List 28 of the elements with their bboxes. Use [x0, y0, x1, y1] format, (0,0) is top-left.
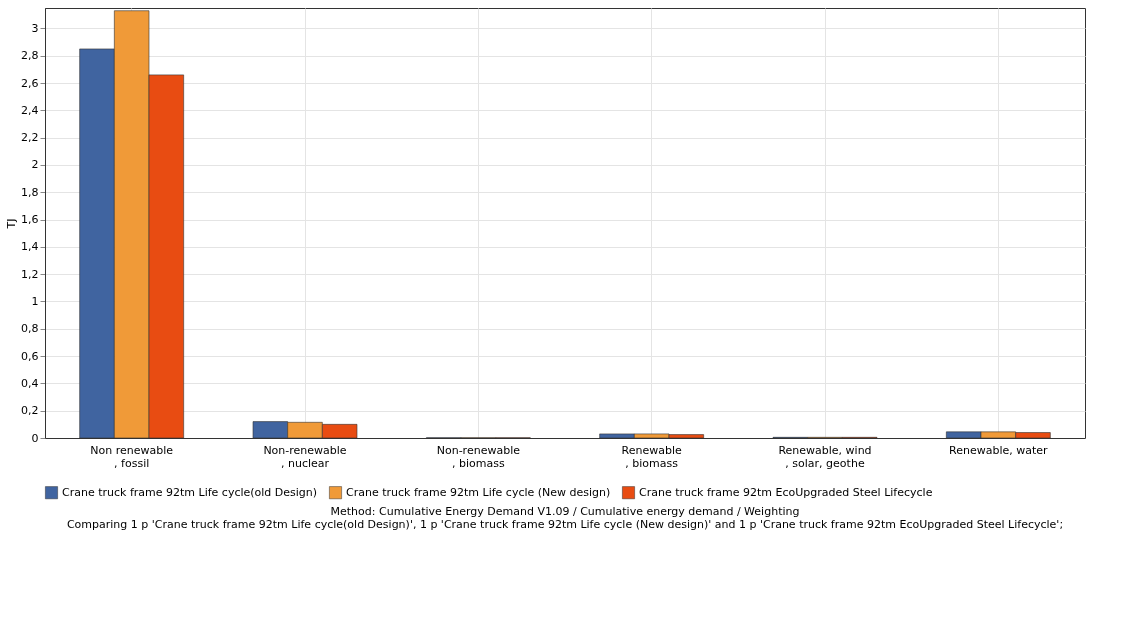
- text: Comparing 1 p 'Crane truck frame 92tm Life cycle(old Design)', 1 p 'Crane truck frame 92tm Life cycle (New design)' and 1 p 'Crane truck frame 92tm EcoUpgraded Steel Lifecycle';: [66, 518, 1064, 531]
- y-tick-label: 0: [31, 431, 39, 445]
- legend-label: Crane truck frame 92tm Life cycle(old Design): [62, 485, 318, 499]
- x-tick-label: Renewable , biomass: [621, 443, 682, 470]
- y-tick-label: 0,2: [21, 404, 39, 418]
- y-tick-label: 1: [31, 294, 39, 308]
- x-tick-label: Non renewable , fossil: [90, 443, 174, 470]
- y-tick-label: 2: [31, 158, 39, 172]
- y-tick-label: 1,6: [21, 213, 39, 227]
- y-tick-label: 2,4: [21, 103, 39, 117]
- y-tick-label: 2,8: [21, 49, 39, 63]
- y-tick-label: 0,8: [21, 322, 39, 336]
- y-axis-title: TJ: [5, 218, 19, 230]
- x-tick-label: Non-renewable , nuclear: [263, 443, 347, 470]
- y-tick-label: 1,4: [21, 240, 39, 254]
- text: Method: Cumulative Energy Demand V1.09 / Cumulative energy demand / Weighting: [330, 505, 800, 518]
- y-tick-label: 3: [31, 21, 39, 35]
- y-tick-label: 1,8: [21, 185, 39, 199]
- x-tick-label: Renewable, wind , solar, geothe: [778, 443, 872, 470]
- x-tick-label: Non-renewable , biomass: [436, 443, 521, 470]
- y-tick-label: 0,4: [21, 376, 39, 390]
- legend-label: Crane truck frame 92tm EcoUpgraded Steel Lifecycle: [639, 485, 933, 499]
- y-tick-label: 1,2: [21, 267, 39, 281]
- y-tick-label: 0,6: [21, 349, 39, 363]
- x-tick-label: Renewable, water: [949, 443, 1049, 457]
- y-tick-label: 2,6: [21, 76, 39, 90]
- y-tick-label: 2,2: [21, 131, 39, 145]
- legend-label: Crane truck frame 92tm Life cycle (New design): [346, 485, 611, 499]
